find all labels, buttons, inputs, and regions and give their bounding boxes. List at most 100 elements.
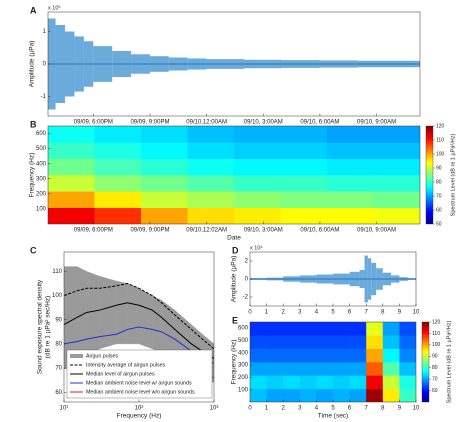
colorbar-tick-label: 80 [432, 365, 438, 371]
heat-cell [280, 158, 328, 176]
heat-cell [333, 375, 350, 389]
heat-cell [94, 142, 142, 159]
heat-cell [283, 388, 301, 402]
x-tick-label: 3 [298, 406, 302, 412]
heat-cell [316, 322, 334, 336]
y-tick-label: 200 [238, 375, 249, 381]
heat-cell [349, 388, 367, 402]
panel: B 50 60 70 80 90 100 110 120 Spectrum Level (dB r… [29, 119, 457, 241]
heat-cell [382, 348, 400, 363]
heat-cell [234, 142, 281, 159]
heat-cell [141, 142, 188, 159]
colorbar-tick-label: 90 [432, 354, 438, 360]
y-axis-label: Amplitude (µPa) [231, 256, 238, 303]
heat-cell [283, 362, 301, 376]
colorbar-tick-label: 120 [432, 319, 441, 325]
heat-cell [299, 335, 317, 349]
band-segment [116, 280, 128, 345]
heat-cell [187, 207, 235, 224]
heat-cell [141, 175, 188, 192]
colorbar-tick-label: 70 [432, 376, 438, 382]
heat-cell [48, 175, 95, 192]
heat-cell [94, 191, 142, 208]
panel-letter: E [232, 315, 238, 325]
heat-cell [280, 191, 328, 208]
x-tick-label: 2 [282, 406, 286, 412]
heat-cell [382, 375, 400, 389]
heat-cell [373, 126, 420, 143]
panel-letter: D [232, 245, 239, 255]
heat-cell [327, 142, 374, 159]
heat-cell [280, 142, 328, 159]
heat-cell [366, 335, 384, 349]
plot-frame [47, 125, 421, 225]
x-tick-label: 9 [398, 406, 402, 412]
heat-cell [141, 207, 188, 224]
heat-cell [373, 158, 420, 176]
heat-cell [327, 126, 374, 143]
y-tick-label: 500 [36, 146, 47, 152]
heat-cell [349, 335, 367, 349]
colorbar-tick-label: 90 [436, 165, 442, 171]
x-tick-label: 7 [365, 406, 369, 412]
y-tick-label: -2 [243, 295, 249, 301]
heat-cell [141, 126, 188, 143]
panel-letter: A [30, 5, 37, 15]
y-tick-label: 300 [36, 176, 47, 182]
x-tick-label: 10² [135, 406, 144, 412]
y-tick-label: 60 [55, 390, 62, 396]
heat-cell [399, 375, 416, 389]
y-tick-label: 0 [43, 62, 47, 68]
heat-cell [316, 388, 334, 402]
heat-cell [48, 207, 95, 224]
x-tick-label: 09/10, 3:00AM [244, 120, 283, 126]
heat-cell [250, 388, 267, 402]
y-tick-label: 600 [36, 131, 47, 137]
x-tick-label: 09/10, 9:00AM [357, 120, 396, 126]
heat-cell [283, 348, 301, 363]
legend-label: Median ambient noise level w/ airgun sou… [86, 380, 192, 386]
heat-cell [234, 207, 281, 224]
heat-cell [266, 322, 284, 336]
heat-cell [266, 348, 284, 363]
heat-cell [94, 126, 142, 143]
heat-cell [316, 348, 334, 363]
heat-cell [349, 348, 367, 363]
heat-cell [366, 375, 384, 389]
y-axis-label: Amplitude (µPa) [29, 41, 36, 88]
heat-cell [187, 191, 235, 208]
y-tick-label: 80 [55, 342, 62, 348]
x-tick-label: 09/10,12:02AM [186, 228, 227, 234]
y-tick-label: 400 [238, 350, 249, 356]
heat-cell [280, 126, 328, 143]
plot-area [48, 126, 420, 224]
heat-cell [299, 388, 317, 402]
heat-cell [299, 375, 317, 389]
heat-cell [94, 158, 142, 176]
legend-label: Median level of airgun pulses [86, 371, 155, 377]
heat-cell [266, 388, 284, 402]
heat-cell [141, 191, 188, 208]
heat-cell [234, 126, 281, 143]
x-tick-label: 0 [248, 406, 252, 412]
heat-cell [299, 348, 317, 363]
heat-cell [333, 322, 350, 336]
band-segment [152, 295, 162, 354]
heat-cell [349, 362, 367, 376]
heat-cell [327, 158, 374, 176]
colorbar-label: Spectrum Level (dB re 1 µPa²/Hz) [450, 134, 456, 217]
y-tick-label: 90 [55, 317, 62, 323]
plot-area [250, 252, 416, 306]
heat-cell [373, 207, 420, 224]
x-tick-label: 09/10, 3:00AM [244, 228, 283, 234]
heat-cell [382, 335, 400, 349]
multiplier: x 10⁴ [250, 244, 263, 251]
x-tick-label: 09/10, 9:00AM [357, 228, 396, 234]
colorbar-tick-label: 100 [436, 151, 445, 157]
heat-cell [250, 375, 267, 389]
y-tick-label: 400 [36, 161, 47, 167]
x-tick-label: 4 [315, 406, 319, 412]
colorbar-tick-label: 120 [436, 123, 445, 129]
y-axis-label: Frequency (Hz) [231, 340, 238, 385]
